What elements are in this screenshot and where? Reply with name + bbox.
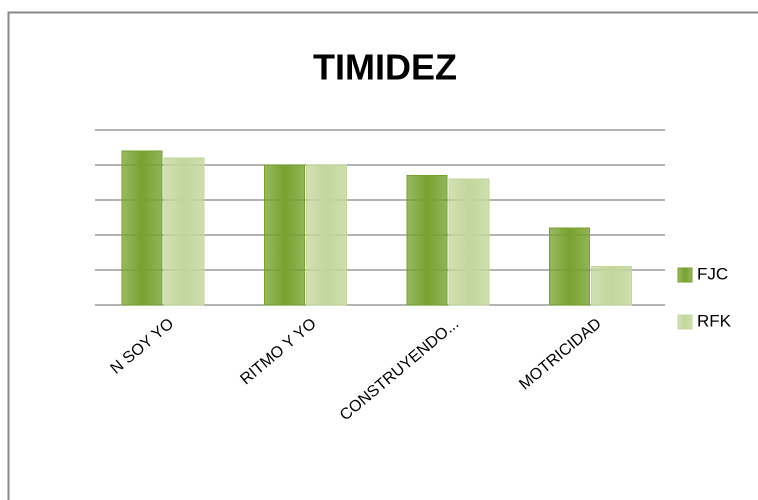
- legend-label: FJC: [697, 264, 728, 283]
- legend-label: RFK: [697, 311, 732, 330]
- bar: [448, 178, 490, 306]
- legend-swatch: [677, 267, 693, 283]
- bar: [306, 164, 347, 306]
- bar: [121, 150, 163, 306]
- bar: [549, 227, 590, 306]
- legend-swatch: [677, 314, 693, 330]
- bar: [406, 175, 448, 306]
- chart-title: TIMIDEZ: [313, 47, 457, 88]
- bar: [163, 157, 205, 306]
- bar: [591, 266, 632, 306]
- chart-border: [7, 11, 758, 500]
- bar: [264, 164, 305, 306]
